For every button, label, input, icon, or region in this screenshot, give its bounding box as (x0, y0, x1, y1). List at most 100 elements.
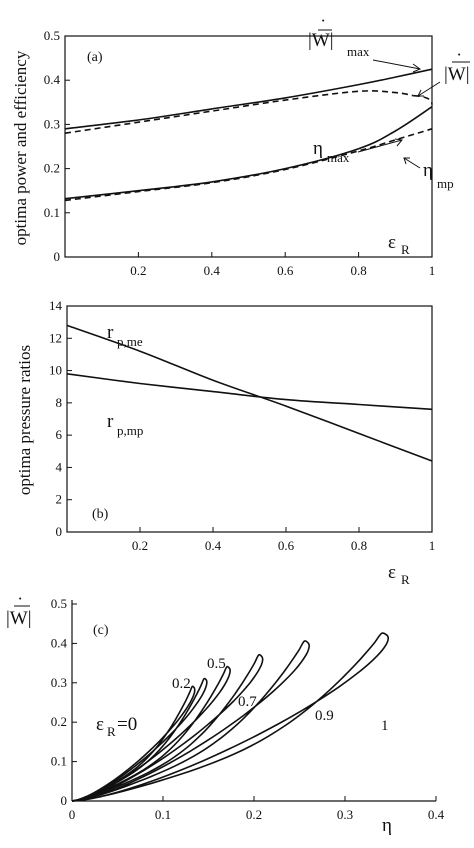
x-tick-label: 0.1 (155, 807, 171, 822)
panel-b: 0 2 4 6 8 10 12 14 0.2 0.4 0.6 0.8 1 (b) optima pres… (15, 298, 435, 587)
y-tick-label: 10 (49, 363, 62, 378)
loop-label-3: 0.7 (238, 694, 257, 710)
panel-c: 00.10.20.30.40.50 0.1 0.2 0.3 0.4 (c) |W| ˙ … (6, 594, 445, 836)
loop-5 (71, 632, 390, 802)
annot-wmax: |W| (308, 30, 334, 51)
arrow-wmp (417, 81, 441, 97)
y-tick-label: 0.5 (44, 28, 60, 43)
y-tick-label: 8 (56, 395, 63, 410)
panel-a-curves (64, 68, 433, 202)
arrow-wmax (372, 59, 421, 70)
loop-label-5: 1 (381, 718, 389, 734)
panel-a-xlabel: ε (388, 232, 396, 253)
series-rp-mp-label: r (107, 411, 114, 432)
y-tick-label: 0.3 (51, 675, 67, 690)
panel-c-label: (c) (93, 623, 109, 638)
x-tick-label: 0.3 (337, 807, 353, 822)
y-tick-label: 0.3 (44, 116, 60, 131)
arrow-eta-max (357, 139, 403, 153)
x-tick-label: 0.6 (277, 263, 294, 278)
annot-wmp-dot: ˙ (456, 50, 462, 71)
panel-a: 0 0.1 0.2 0.3 0.4 0.5 0.2 0.4 0.6 0.8 1 (a) optima… (11, 16, 470, 278)
panel-b-xlabel-sub: R (401, 572, 410, 587)
x-tick-label: 0.6 (278, 538, 295, 553)
annot-wmax-sub: max (347, 44, 370, 59)
loop-4 (71, 640, 310, 802)
y-tick-label: 0 (54, 249, 61, 264)
panel-b-ylabel: optima pressure ratios (15, 345, 34, 495)
x-tick-label: 0.4 (204, 263, 221, 278)
panel-a-dashed-closure (413, 94, 433, 105)
panel-c-ylabel: |W| (6, 608, 32, 629)
loop-label-0-suffix: =0 (117, 714, 137, 735)
panel-a-series-0 (64, 68, 433, 130)
y-tick-label: 0.2 (51, 714, 67, 729)
y-tick-label: 0.1 (44, 205, 60, 220)
y-tick-label: 4 (56, 459, 63, 474)
arrowhead-wmp (417, 89, 424, 97)
series-rp-me-sub: p,me (117, 334, 143, 349)
arrowhead-wmax (412, 63, 422, 73)
panel-a-series-1 (64, 90, 414, 134)
panel-b-xlabel: ε (388, 562, 396, 583)
panel-b-series-0 (66, 324, 433, 462)
x-tick-label: 1 (429, 538, 436, 553)
x-tick-label: 0.4 (205, 538, 222, 553)
arrowhead-eta-mp (403, 157, 410, 165)
y-tick-label: 0 (56, 524, 63, 539)
y-tick-label: 0.2 (44, 161, 60, 176)
series-rp-mp-sub: p,mp (117, 423, 143, 438)
x-tick-label: 0.2 (132, 538, 148, 553)
x-tick-label: 0.2 (246, 807, 262, 822)
y-tick-label: 0.1 (51, 754, 67, 769)
arrow-eta-mp (403, 157, 421, 169)
y-tick-label: 0.4 (44, 72, 61, 87)
y-tick-label: 0 (61, 793, 68, 808)
panel-b-label: (b) (92, 507, 109, 522)
y-tick-label: 0.4 (51, 635, 68, 650)
panel-c-ylabel-dot: ˙ (17, 594, 23, 615)
loop-label-0-sub: R (107, 724, 116, 739)
panel-c-ticks: 0 0.1 0.2 0.3 0.4 0.5 0 0.1 0.2 0.3 0.4 (51, 596, 445, 822)
y-tick-label: 6 (56, 427, 63, 442)
x-tick-label: 0.8 (350, 263, 366, 278)
x-tick-label: 0.2 (130, 263, 146, 278)
panel-c-xlabel: η (382, 815, 392, 836)
x-tick-label: 1 (429, 263, 436, 278)
loop-label-1: 0.2 (172, 676, 191, 692)
y-tick-label: 0.5 (51, 596, 67, 611)
x-tick-label: 0 (69, 807, 76, 822)
panel-b-ticks: 0 2 4 6 8 10 12 14 0.2 0.4 0.6 0.8 1 (49, 298, 435, 553)
panel-a-label: (a) (87, 50, 103, 65)
annot-eta-max: η (313, 138, 323, 159)
annot-eta-mp-sub: mp (437, 176, 454, 191)
panel-b-curves (66, 324, 433, 462)
panel-a-xlabel-sub: R (401, 242, 410, 257)
series-rp-me-label: r (107, 322, 114, 343)
panel-a-series-3 (64, 128, 433, 202)
panel-b-frame (66, 305, 433, 533)
x-tick-label: 0.4 (428, 807, 445, 822)
annot-eta-mp: η (423, 160, 433, 181)
x-tick-label: 0.8 (351, 538, 367, 553)
loop-label-0: ε (96, 714, 104, 735)
loop-label-4: 0.9 (315, 708, 334, 724)
loop-label-2: 0.5 (207, 656, 226, 672)
panel-a-frame (64, 35, 433, 258)
panel-a-ylabel: optima power and efficiency (11, 50, 30, 245)
panel-a-series-2 (64, 106, 433, 200)
panel-a-ticks: 0 0.1 0.2 0.3 0.4 0.5 0.2 0.4 0.6 0.8 1 (44, 28, 436, 278)
loop-0 (71, 685, 196, 802)
panel-b-series-1 (66, 373, 433, 411)
y-tick-label: 14 (49, 298, 63, 313)
arrowhead-eta-max (394, 138, 403, 147)
y-tick-label: 2 (56, 492, 63, 507)
loop-1 (71, 677, 208, 802)
annot-eta-max-sub: max (327, 150, 350, 165)
annot-wmax-dot: ˙ (320, 16, 326, 37)
loop-3 (71, 653, 264, 802)
y-tick-label: 12 (49, 330, 62, 345)
panel-c-curves (71, 632, 390, 802)
annot-wmp: |W| (444, 64, 470, 85)
